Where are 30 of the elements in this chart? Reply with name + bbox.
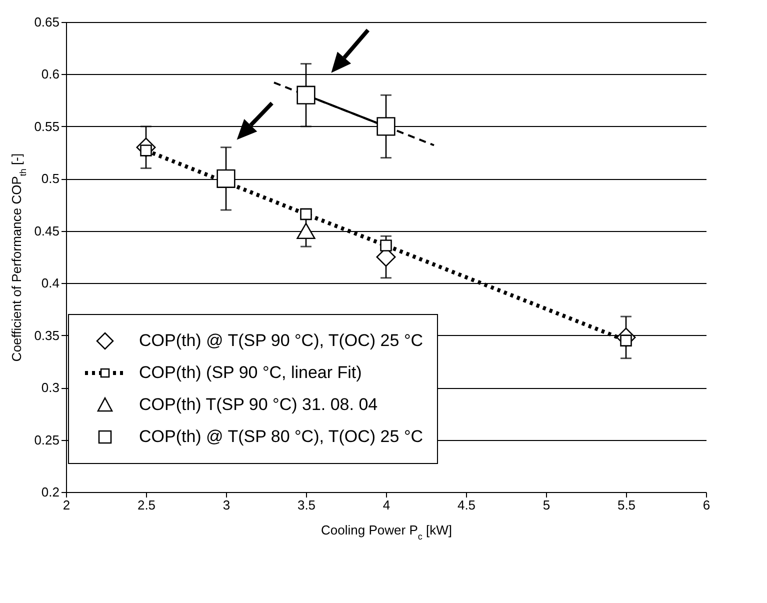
y-tick-label: 0.2 [41,484,60,500]
x-tick-label: 5 [542,498,550,512]
x-tick-label: 3.5 [297,498,316,512]
x-tick-label: 4.5 [457,498,476,512]
legend-label: COP(th) @ T(SP 80 °C), T(OC) 25 °C [139,426,424,448]
y-tick-label: 0.25 [34,432,60,448]
y-tick-label: 0.45 [34,223,60,238]
point [380,240,392,252]
x-tick-label: 3 [222,498,230,512]
point [296,222,316,240]
point [296,86,316,104]
point [216,169,236,188]
legend-label: COP(th) T(SP 90 °C) 31. 08. 04 [139,394,378,416]
legend-label: COP(th) (SP 90 °C, linear Fit) [139,362,362,384]
x-tick-label: 2.5 [137,498,156,512]
x-tick-label: 2 [62,498,70,512]
point [376,117,396,136]
x-tick-label: 5.5 [617,498,636,512]
x-tick-label: 4 [382,498,390,512]
x-axis-title: Cooling Power P$_{c}$ [kW] [321,522,452,542]
point [300,208,312,220]
legend-label: COP(th) @ T(SP 90 °C), T(OC) 25 °C [139,330,424,352]
y-tick-label: 0.4 [41,276,60,291]
x-tick-label: 6 [702,498,710,512]
y-tick-label: 0.3 [41,380,60,396]
y-tick-label: 0.55 [34,118,60,134]
y-tick-label: 0.35 [34,328,60,343]
y-tick-label: 0.65 [34,14,60,30]
y-tick-label: 0.5 [41,171,60,186]
y-tick-label: 0.6 [41,66,60,82]
